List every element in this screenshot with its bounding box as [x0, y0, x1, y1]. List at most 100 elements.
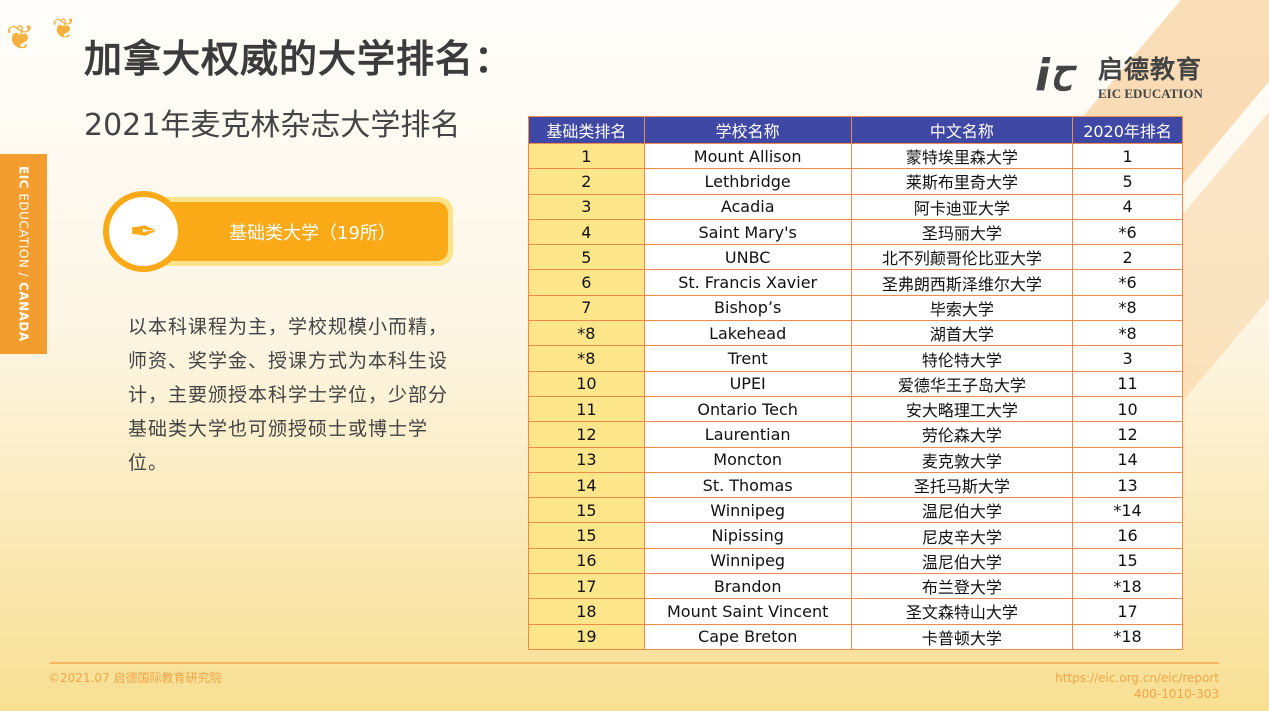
table-row: 2 Lethbridge 莱斯布里奇大学 5 — [528, 168, 1183, 195]
rank-2020-cell: *14 — [1072, 497, 1183, 524]
table-row: 18 Mount Saint Vincent 圣文森特山大学 17 — [528, 598, 1183, 625]
chinese-name-cell: 北不列颠哥伦比亚大学 — [850, 244, 1074, 271]
footer-contact: https://eic.org.cn/eic/report 400-1010-30… — [1055, 670, 1219, 702]
rank-cell: 18 — [528, 598, 645, 625]
chinese-name-cell: 毕索大学 — [850, 294, 1074, 322]
table-row: 1 Mount Allison 蒙特埃里森大学 1 — [528, 142, 1183, 170]
maple-leaf-icon: ❦ — [52, 12, 76, 45]
rank-2020-cell: 12 — [1072, 421, 1183, 448]
school-name-cell: Moncton — [643, 446, 852, 473]
rank-2020-cell: 10 — [1072, 395, 1183, 423]
table-row: 3 Acadia 阿卡迪亚大学 4 — [528, 193, 1183, 220]
rank-cell: 16 — [528, 547, 645, 575]
chinese-name-cell: 圣玛丽大学 — [850, 218, 1074, 246]
school-name-cell: Trent — [643, 345, 852, 372]
column-header: 2020年排名 — [1072, 116, 1183, 144]
footer-divider — [50, 662, 1219, 664]
table-row: 17 Brandon 布兰登大学 *18 — [528, 573, 1183, 600]
rank-2020-cell: 5 — [1072, 168, 1183, 195]
school-name-cell: Bishop’s — [643, 294, 852, 322]
chinese-name-cell: 温尼伯大学 — [850, 497, 1074, 524]
chinese-name-cell: 阿卡迪亚大学 — [850, 193, 1074, 220]
rank-cell: 12 — [528, 421, 645, 448]
footer-copyright: ©2021.07 启德国际教育研究院 — [48, 671, 222, 685]
table-row: 11 Ontario Tech 安大略理工大学 10 — [528, 395, 1183, 423]
column-header: 中文名称 — [850, 116, 1074, 144]
rank-cell: 14 — [528, 471, 645, 499]
rank-cell: 6 — [528, 269, 645, 296]
chinese-name-cell: 尼皮辛大学 — [850, 522, 1074, 549]
fountain-pen-icon: ✒ — [109, 197, 178, 266]
table-row: 12 Laurentian 劳伦森大学 12 — [528, 421, 1183, 448]
school-name-cell: Laurentian — [643, 421, 852, 448]
rank-2020-cell: 13 — [1072, 471, 1183, 499]
table-row: 19 Cape Breton 卡普顿大学 *18 — [528, 623, 1183, 650]
footer-phone: 400-1010-303 — [1133, 687, 1219, 701]
side-tab-bold2: CANADA — [16, 281, 31, 342]
chinese-name-cell: 安大略理工大学 — [850, 395, 1074, 423]
rank-2020-cell: 16 — [1072, 522, 1183, 549]
category-badge: 基础类大学（19所） — [150, 197, 453, 266]
rank-cell: 5 — [528, 244, 645, 271]
school-name-cell: UPEI — [643, 370, 852, 397]
chinese-name-cell: 圣托马斯大学 — [850, 471, 1074, 499]
logo-en: EIC EDUCATION — [1098, 85, 1203, 101]
rank-2020-cell: 11 — [1072, 370, 1183, 397]
rank-2020-cell: *18 — [1072, 623, 1183, 650]
column-header: 学校名称 — [643, 116, 852, 144]
rank-2020-cell: *8 — [1072, 294, 1183, 322]
chinese-name-cell: 麦克敦大学 — [850, 446, 1074, 473]
logo-cn: 启德教育 — [1098, 54, 1203, 84]
chinese-name-cell: 温尼伯大学 — [850, 547, 1074, 575]
table-row: 5 UNBC 北不列颠哥伦比亚大学 2 — [528, 244, 1183, 271]
rank-2020-cell: 1 — [1072, 142, 1183, 170]
table-row: 7 Bishop’s 毕索大学 *8 — [528, 294, 1183, 322]
rank-2020-cell: 17 — [1072, 598, 1183, 625]
rank-cell: 17 — [528, 573, 645, 600]
school-name-cell: Winnipeg — [643, 497, 852, 524]
school-name-cell: Cape Breton — [643, 623, 852, 650]
chinese-name-cell: 莱斯布里奇大学 — [850, 168, 1074, 195]
ranking-table: 基础类排名 学校名称 中文名称 2020年排名 1 Mount Allison 蒙特埃里森… — [528, 116, 1183, 650]
school-name-cell: Mount Saint Vincent — [643, 598, 852, 625]
school-name-cell: St. Thomas — [643, 471, 852, 499]
table-row: 16 Winnipeg 温尼伯大学 15 — [528, 547, 1183, 575]
rank-cell: 19 — [528, 623, 645, 650]
rank-cell: 15 — [528, 522, 645, 549]
side-tab-text: EDUCATION / — [16, 189, 31, 282]
chinese-name-cell: 布兰登大学 — [850, 573, 1074, 600]
rank-2020-cell: *18 — [1072, 573, 1183, 600]
rank-cell: 7 — [528, 294, 645, 322]
rank-2020-cell: *8 — [1072, 320, 1183, 347]
rank-cell: 1 — [528, 142, 645, 170]
school-name-cell: St. Francis Xavier — [643, 269, 852, 296]
footer-url[interactable]: https://eic.org.cn/eic/report — [1055, 671, 1219, 685]
school-name-cell: Lakehead — [643, 320, 852, 347]
maple-leaf-icon: ❦ — [6, 18, 35, 58]
eic-logo-icon: iꞇ — [1035, 50, 1072, 101]
rank-cell: 10 — [528, 370, 645, 397]
school-name-cell: Acadia — [643, 193, 852, 220]
school-name-cell: UNBC — [643, 244, 852, 271]
school-name-cell: Mount Allison — [643, 142, 852, 170]
side-tab-bold: EIC — [16, 166, 31, 190]
rank-2020-cell: *6 — [1072, 269, 1183, 296]
table-row: *8 Trent 特伦特大学 3 — [528, 345, 1183, 372]
rank-cell: 2 — [528, 168, 645, 195]
chinese-name-cell: 爱德华王子岛大学 — [850, 370, 1074, 397]
chinese-name-cell: 圣文森特山大学 — [850, 598, 1074, 625]
rank-cell: *8 — [528, 345, 645, 372]
table-row: 10 UPEI 爱德华王子岛大学 11 — [528, 370, 1183, 397]
side-tab: EIC EDUCATION / CANADA — [0, 154, 47, 354]
category-icon-circle: ✒ — [103, 191, 184, 272]
category-label: 基础类大学（19所） — [155, 202, 448, 261]
rank-cell: 15 — [528, 497, 645, 524]
table-row: 15 Nipissing 尼皮辛大学 16 — [528, 522, 1183, 549]
school-name-cell: Lethbridge — [643, 168, 852, 195]
table-row: 6 St. Francis Xavier 圣弗朗西斯泽维尔大学 *6 — [528, 269, 1183, 296]
chinese-name-cell: 圣弗朗西斯泽维尔大学 — [850, 269, 1074, 296]
chinese-name-cell: 湖首大学 — [850, 320, 1074, 347]
rank-cell: 4 — [528, 218, 645, 246]
rank-2020-cell: 14 — [1072, 446, 1183, 473]
chinese-name-cell: 蒙特埃里森大学 — [850, 142, 1074, 170]
